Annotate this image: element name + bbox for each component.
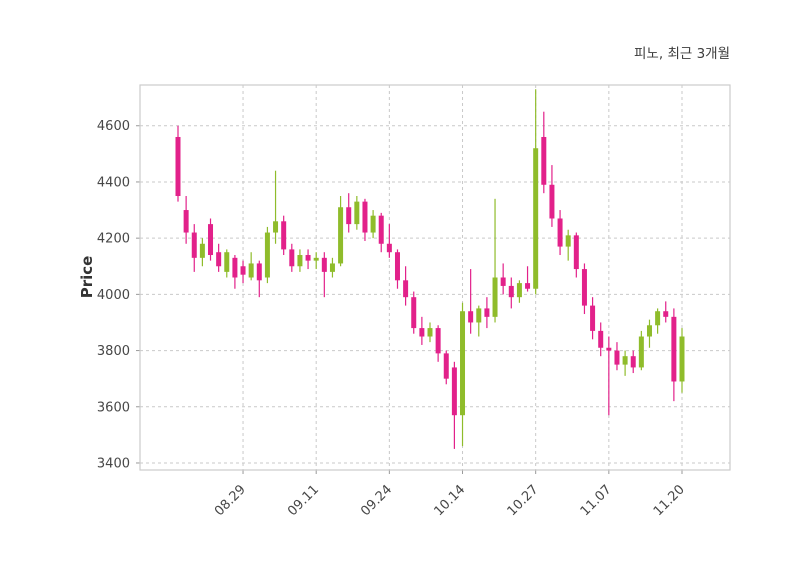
candle-body	[329, 263, 335, 272]
x-tick-label: 10.14	[431, 482, 468, 519]
y-tick-label: 4400	[97, 175, 130, 190]
candle-body	[427, 328, 433, 337]
candle-body	[516, 283, 522, 298]
x-tick-label: 09.24	[358, 482, 395, 519]
y-tick-label: 4200	[97, 232, 130, 247]
x-tick-label-group: 09.11	[285, 482, 322, 519]
candle-body	[638, 336, 644, 368]
y-tick-label: 3800	[97, 344, 130, 359]
candle-body	[573, 235, 579, 270]
x-tick-label-group: 08.29	[212, 482, 249, 519]
candle-body	[281, 221, 287, 250]
candle-body	[199, 243, 205, 258]
candle-body	[484, 308, 490, 317]
candle-body	[273, 221, 279, 233]
candle-body	[590, 305, 596, 331]
candle-body	[646, 325, 652, 337]
candle-body	[378, 215, 384, 244]
candle-body	[240, 266, 246, 275]
y-axis-label: Price	[78, 256, 96, 299]
candle-body	[500, 277, 506, 286]
candle-body	[622, 356, 628, 365]
y-tick-label: 3400	[97, 456, 130, 471]
candle-body	[386, 243, 392, 253]
candle-body	[614, 350, 620, 365]
candle-body	[508, 285, 514, 298]
candle-body	[313, 257, 319, 261]
candle-body	[451, 367, 457, 416]
candle-body	[208, 224, 214, 256]
candles	[175, 89, 685, 449]
candle-body	[549, 184, 555, 219]
grid-lines	[140, 85, 730, 470]
candle-body	[183, 210, 189, 233]
candle-body	[541, 136, 547, 185]
candle-body	[354, 201, 360, 225]
candle-body	[630, 356, 636, 368]
candle-body	[338, 207, 344, 264]
candle-body	[362, 201, 368, 233]
candle-body	[476, 308, 482, 323]
plot-border	[139, 84, 731, 471]
candle-body	[443, 353, 449, 379]
y-tick-label: 4000	[97, 288, 130, 303]
candle-body	[256, 263, 262, 281]
candle-body	[663, 311, 669, 317]
candle-body	[598, 330, 604, 348]
chart-title: 피노, 최근 3개월	[634, 46, 730, 62]
candle-body	[419, 328, 425, 337]
candle-body	[224, 252, 230, 272]
candle-body	[655, 311, 661, 326]
x-tick-label-group: 11.07	[578, 482, 615, 519]
candle-body	[305, 255, 311, 261]
candle-body	[370, 215, 376, 233]
candle-body	[606, 347, 612, 351]
candle-body	[403, 280, 409, 298]
x-tick-label: 08.29	[212, 482, 249, 519]
x-tick-label-group: 10.27	[505, 482, 542, 519]
candle-body	[216, 252, 222, 267]
candle-body	[232, 257, 238, 278]
candle-body	[297, 255, 303, 267]
x-tick-label: 11.20	[651, 482, 688, 519]
candle-body	[264, 232, 270, 278]
x-tick-label-group: 10.14	[431, 482, 468, 519]
candle-body	[289, 249, 295, 267]
x-tick-label: 10.27	[505, 482, 542, 519]
candle-body	[468, 311, 474, 323]
candle-body	[175, 136, 181, 197]
candle-body	[191, 232, 197, 258]
x-tick-label: 11.07	[578, 482, 615, 519]
x-tick-label-group: 09.24	[358, 482, 395, 519]
candle-body	[346, 207, 352, 225]
y-tick-label: 3600	[97, 400, 130, 415]
candle-body	[679, 336, 685, 382]
y-tick-label: 4600	[97, 119, 130, 134]
candle-body	[411, 297, 417, 329]
candle-body	[460, 311, 466, 416]
candle-body	[248, 263, 254, 278]
candle-body	[394, 252, 400, 281]
candle-body	[581, 269, 587, 306]
candle-body	[565, 235, 571, 247]
x-tick-label-group: 11.20	[651, 482, 688, 519]
candle-body	[492, 277, 498, 317]
axis-ticks: 3400 3600 3800 4000 4200 4400 4600 08.29 09.11 09…	[97, 119, 688, 519]
candle-body	[557, 218, 563, 247]
candle-body	[533, 148, 539, 289]
candle-body	[435, 328, 441, 354]
candle-body	[525, 283, 531, 289]
candle-body	[321, 257, 327, 272]
candle-body	[671, 316, 677, 382]
x-tick-label: 09.11	[285, 482, 322, 519]
